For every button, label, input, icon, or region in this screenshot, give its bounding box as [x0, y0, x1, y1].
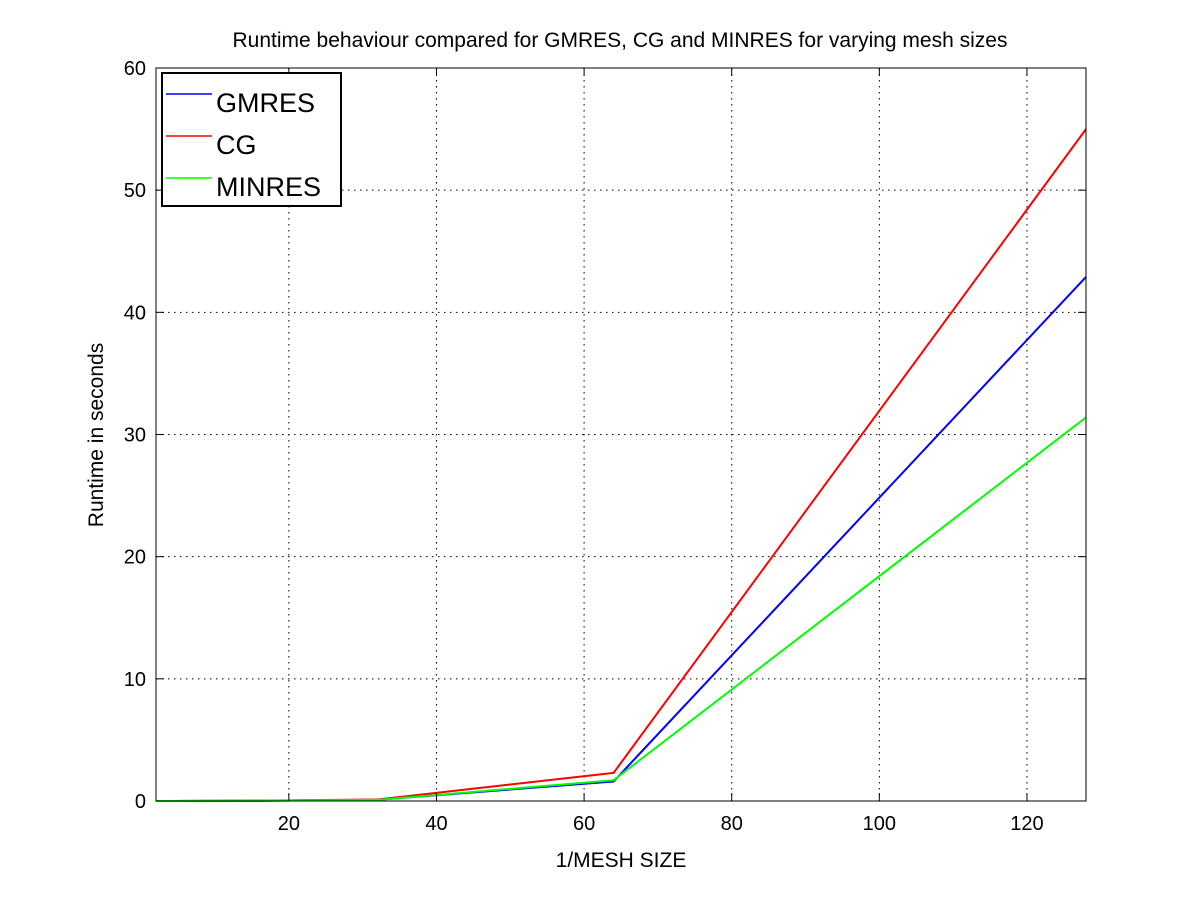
legend-label-gmres: GMRES [216, 88, 315, 118]
y-tick-label: 50 [124, 180, 146, 202]
legend-box [161, 72, 342, 207]
legend: GMRES CG MINRES [161, 72, 342, 207]
x-tick-label: 20 [278, 813, 300, 835]
y-tick-label: 30 [124, 425, 146, 447]
chart-title: Runtime behaviour compared for GMRES, CG… [233, 29, 1008, 52]
axis-ticks: 20 40 60 80 100 120 0 10 20 30 40 50 60 [124, 58, 1086, 835]
y-axis-label: Runtime in seconds [85, 343, 108, 527]
x-tick-label: 40 [425, 813, 447, 835]
y-tick-label: 20 [124, 547, 146, 569]
x-axis-label: 1/MESH SIZE [556, 849, 687, 872]
x-tick-label: 120 [1010, 813, 1043, 835]
y-tick-label: 60 [124, 58, 146, 80]
x-tick-label: 100 [863, 813, 896, 835]
x-tick-label: 60 [573, 813, 595, 835]
legend-label-cg: CG [216, 130, 257, 160]
y-tick-label: 10 [124, 669, 146, 691]
legend-label-minres: MINRES [216, 172, 321, 202]
x-tick-label: 80 [721, 813, 743, 835]
y-tick-label: 40 [124, 302, 146, 324]
y-tick-label: 0 [135, 791, 146, 813]
